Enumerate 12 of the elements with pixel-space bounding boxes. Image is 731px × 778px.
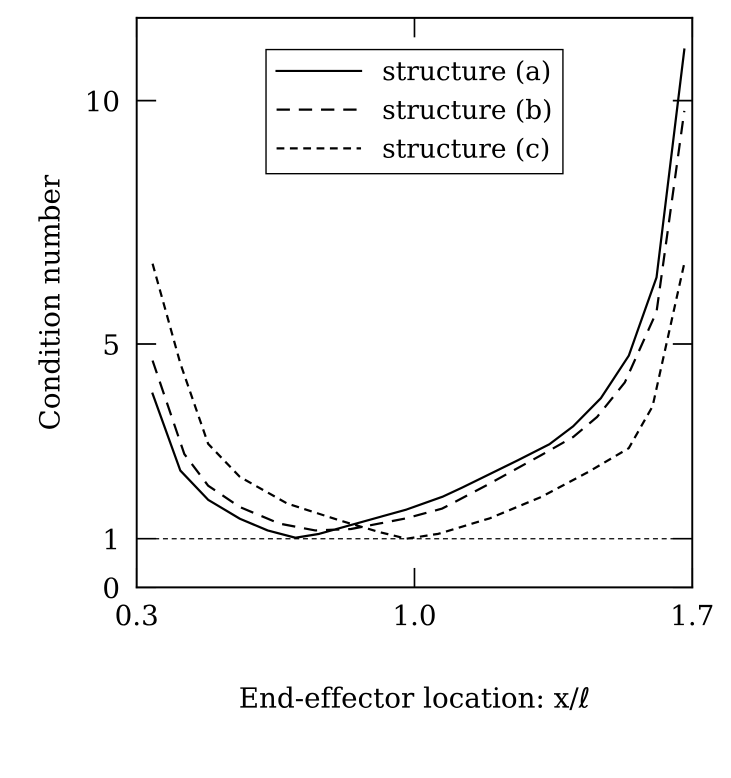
legend-label: structure (a) [384,60,550,84]
legend-label: structure (c) [384,138,548,162]
y-tick-label: 1 [106,528,116,550]
x-tick-label: 1.7 [674,604,712,626]
x-tick-label: 0.3 [116,604,157,626]
y-tick-label: 5 [104,334,118,355]
y-tick-label: 0 [104,577,118,598]
legend-label: structure (b) [384,98,550,124]
x-axis-title: End-effector location: x/ℓ [240,686,588,710]
y-axis-title: Condition number [38,174,60,429]
x-tick-label: 1.0 [396,604,435,626]
y-tick-label: 10 [88,90,118,112]
